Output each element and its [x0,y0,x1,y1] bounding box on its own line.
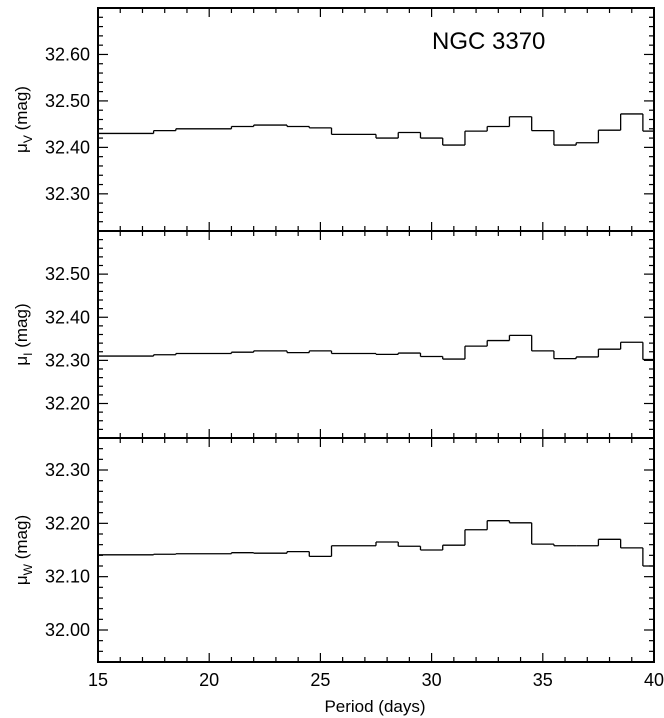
x-axis-label: Period (days) [324,697,425,716]
x-tick-label: 40 [644,670,664,690]
y-axis-label: μW (mag) [12,515,35,585]
x-tick-label: 30 [422,670,442,690]
y-axis-label-unit: (mag) [12,515,31,564]
y-axis-label: μV (mag) [12,86,35,153]
y-tick-label: 32.00 [45,620,90,640]
panel-I: 32.20 32.30 32.40 32.50 μI (mag) [12,230,655,439]
x-tick-label: 35 [533,670,553,690]
panel-frame [97,230,655,439]
y-tick-label: 32.30 [45,350,90,370]
x-tick-label: 20 [199,670,219,690]
y-tick-label: 32.30 [45,460,90,480]
y-tick-label: 32.20 [45,394,90,414]
y-axis-label-symbol: μ [12,143,31,153]
panel-frame [97,7,655,232]
y-tick-label: 32.10 [45,567,90,587]
y-tick-label: 32.50 [45,264,90,284]
y-axis-label-subscript: V [21,135,35,143]
y-axis-label-symbol: μ [12,575,31,585]
x-tick-label: 25 [310,670,330,690]
y-axis-label-unit: (mag) [12,86,31,135]
y-tick-label: 32.30 [45,184,90,204]
y-axis-label-subscript: I [21,352,35,355]
y-axis-label: μI (mag) [12,303,35,365]
chart-title: NGC 3370 [432,28,545,55]
x-tick-label: 15 [88,670,108,690]
y-tick-label: 32.50 [45,91,90,111]
y-tick-label: 32.20 [45,513,90,533]
panel-V: 32.30 32.40 32.50 32.60 μV (mag) [12,7,655,232]
y-axis-label-subscript: W [21,563,35,575]
panel-W: 32.00 32.10 32.20 32.30 μW (mag) [12,437,655,663]
y-axis-label-symbol: μ [12,356,31,366]
y-axis-label-unit: (mag) [12,303,31,352]
y-tick-label: 32.40 [45,137,90,157]
panel-frame [97,437,655,663]
y-tick-label: 32.60 [45,44,90,64]
y-tick-label: 32.40 [45,307,90,327]
